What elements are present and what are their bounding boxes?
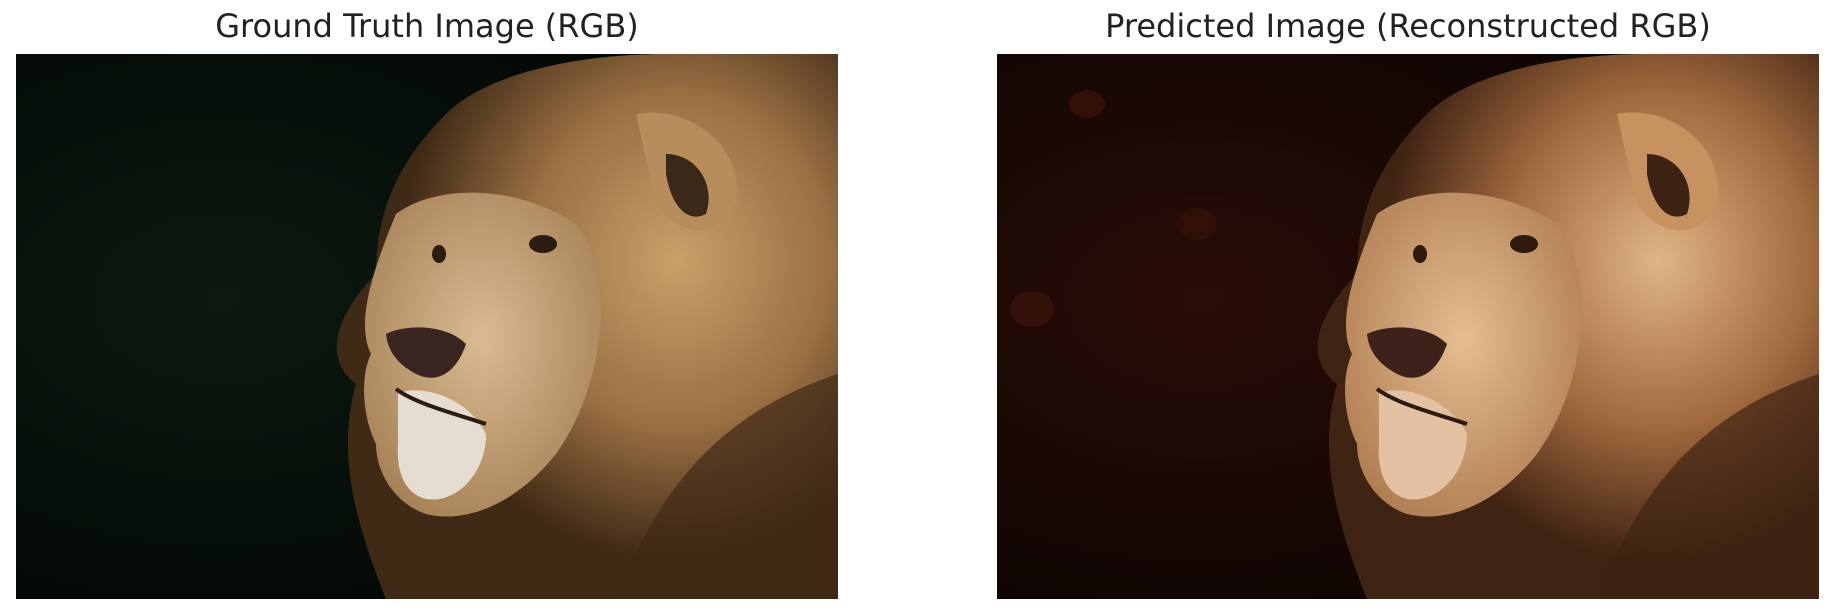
lion-eye-far [432, 245, 446, 263]
lion-eye-far [1413, 245, 1427, 263]
lion-nose [1367, 327, 1447, 378]
lion-mouth [394, 387, 487, 426]
ground-truth-lion-image [16, 54, 838, 599]
mane-shadow [1597, 374, 1819, 599]
lion-eye [529, 235, 557, 253]
ear-inner [666, 154, 709, 217]
lion-eye [1510, 235, 1538, 253]
lion-nose [386, 327, 466, 378]
ground-truth-panel: Ground Truth Image (RGB) [16, 0, 838, 614]
bokeh-spot [1177, 208, 1217, 240]
bokeh-spot [1069, 90, 1105, 118]
ground-truth-title: Ground Truth Image (RGB) [215, 7, 639, 45]
lion-mouth [1375, 387, 1468, 426]
predicted-lion-image [997, 54, 1819, 599]
predicted-title: Predicted Image (Reconstructed RGB) [1105, 7, 1711, 45]
bokeh-spot [1010, 291, 1054, 327]
ear-inner [1647, 154, 1690, 217]
predicted-panel: Predicted Image (Reconstructed RGB) [997, 0, 1819, 614]
mane-shadow [616, 374, 838, 599]
